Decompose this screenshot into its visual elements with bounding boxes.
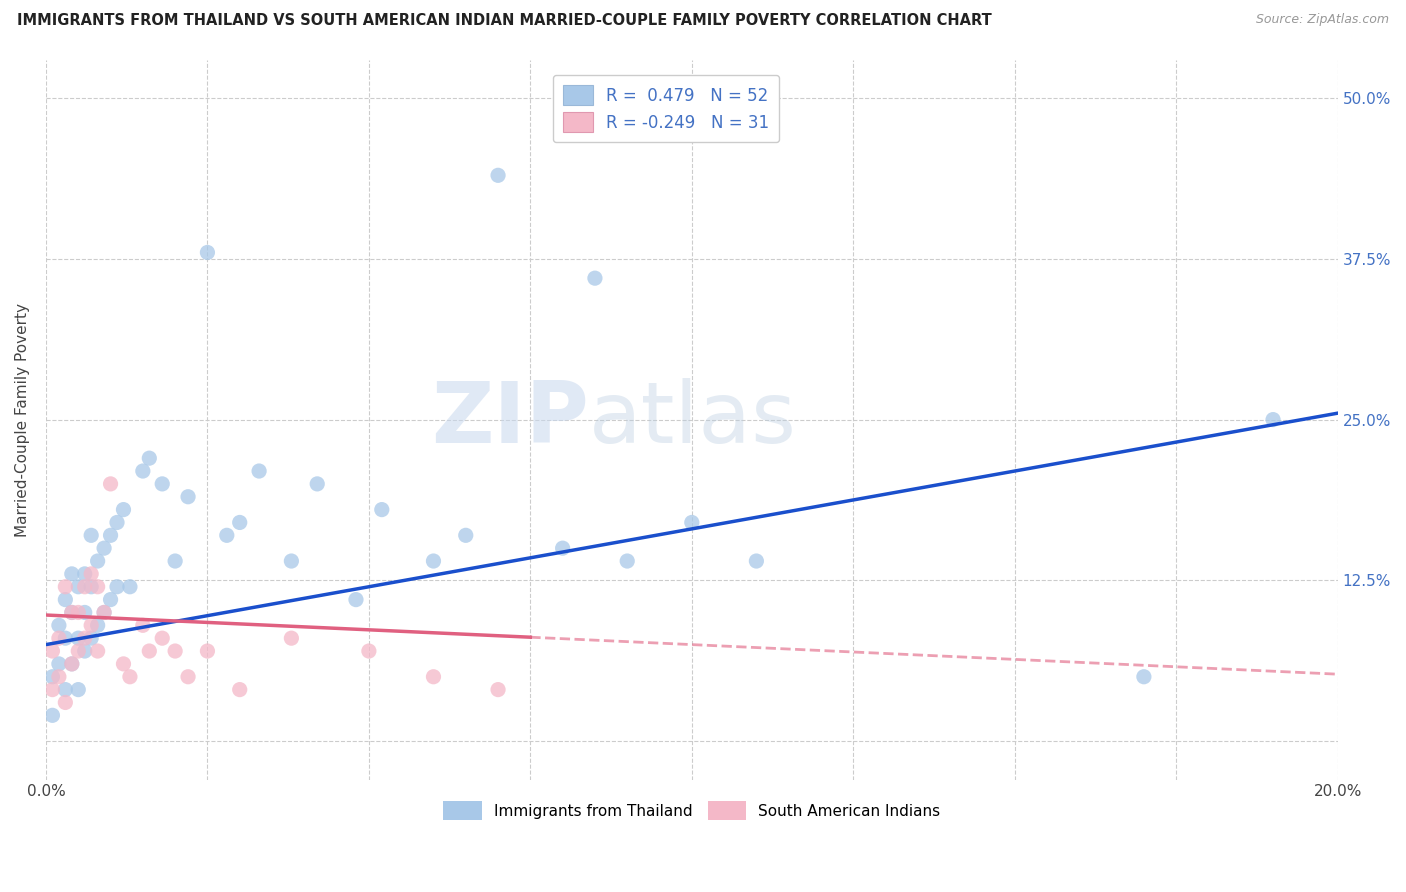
Point <box>105 580 128 594</box>
Point <box>41 670 63 684</box>
Point <box>197 644 219 658</box>
Point <box>86 618 108 632</box>
Point <box>73 606 96 620</box>
Point <box>197 245 219 260</box>
Point <box>53 592 76 607</box>
Point <box>138 644 160 658</box>
Point <box>745 554 768 568</box>
Point <box>80 566 103 581</box>
Point <box>53 696 76 710</box>
Text: Source: ZipAtlas.com: Source: ZipAtlas.com <box>1256 13 1389 27</box>
Point <box>422 670 444 684</box>
Point <box>344 592 367 607</box>
Point <box>80 631 103 645</box>
Point <box>1133 670 1156 684</box>
Point <box>48 631 70 645</box>
Point <box>486 169 509 183</box>
Point <box>41 644 63 658</box>
Y-axis label: Married-Couple Family Poverty: Married-Couple Family Poverty <box>15 302 30 537</box>
Point <box>1261 412 1284 426</box>
Point <box>551 541 574 556</box>
Point <box>48 670 70 684</box>
Point <box>67 644 90 658</box>
Point <box>67 606 90 620</box>
Point <box>86 644 108 658</box>
Point <box>112 502 135 516</box>
Point <box>41 708 63 723</box>
Point <box>280 631 302 645</box>
Point <box>100 528 122 542</box>
Point <box>165 644 187 658</box>
Point <box>132 618 155 632</box>
Point <box>67 631 90 645</box>
Point <box>150 631 173 645</box>
Text: atlas: atlas <box>589 378 796 461</box>
Point <box>486 682 509 697</box>
Point <box>247 464 270 478</box>
Point <box>228 682 250 697</box>
Point <box>215 528 238 542</box>
Point <box>60 566 83 581</box>
Point <box>132 464 155 478</box>
Point <box>165 554 187 568</box>
Text: IMMIGRANTS FROM THAILAND VS SOUTH AMERICAN INDIAN MARRIED-COUPLE FAMILY POVERTY : IMMIGRANTS FROM THAILAND VS SOUTH AMERIC… <box>17 13 991 29</box>
Point <box>454 528 477 542</box>
Point <box>73 644 96 658</box>
Point <box>150 476 173 491</box>
Point <box>280 554 302 568</box>
Point <box>681 516 703 530</box>
Point <box>53 580 76 594</box>
Point <box>86 580 108 594</box>
Point <box>60 657 83 671</box>
Point <box>118 670 141 684</box>
Point <box>93 606 115 620</box>
Point <box>48 618 70 632</box>
Point <box>41 682 63 697</box>
Point <box>422 554 444 568</box>
Point <box>53 631 76 645</box>
Point <box>616 554 638 568</box>
Point <box>177 490 200 504</box>
Point <box>60 606 83 620</box>
Text: ZIP: ZIP <box>430 378 589 461</box>
Point <box>357 644 380 658</box>
Point <box>80 528 103 542</box>
Point <box>100 592 122 607</box>
Point <box>118 580 141 594</box>
Point <box>73 580 96 594</box>
Legend: Immigrants from Thailand, South American Indians: Immigrants from Thailand, South American… <box>437 795 946 826</box>
Point <box>67 580 90 594</box>
Point <box>53 682 76 697</box>
Point <box>93 606 115 620</box>
Point <box>138 451 160 466</box>
Point <box>228 516 250 530</box>
Point <box>112 657 135 671</box>
Point <box>93 541 115 556</box>
Point <box>60 606 83 620</box>
Point <box>73 631 96 645</box>
Point <box>105 516 128 530</box>
Point <box>80 618 103 632</box>
Point <box>100 476 122 491</box>
Point <box>48 657 70 671</box>
Point <box>67 682 90 697</box>
Point <box>80 580 103 594</box>
Point <box>60 657 83 671</box>
Point <box>177 670 200 684</box>
Point <box>307 476 329 491</box>
Point <box>86 554 108 568</box>
Point <box>73 566 96 581</box>
Point <box>583 271 606 285</box>
Point <box>371 502 394 516</box>
